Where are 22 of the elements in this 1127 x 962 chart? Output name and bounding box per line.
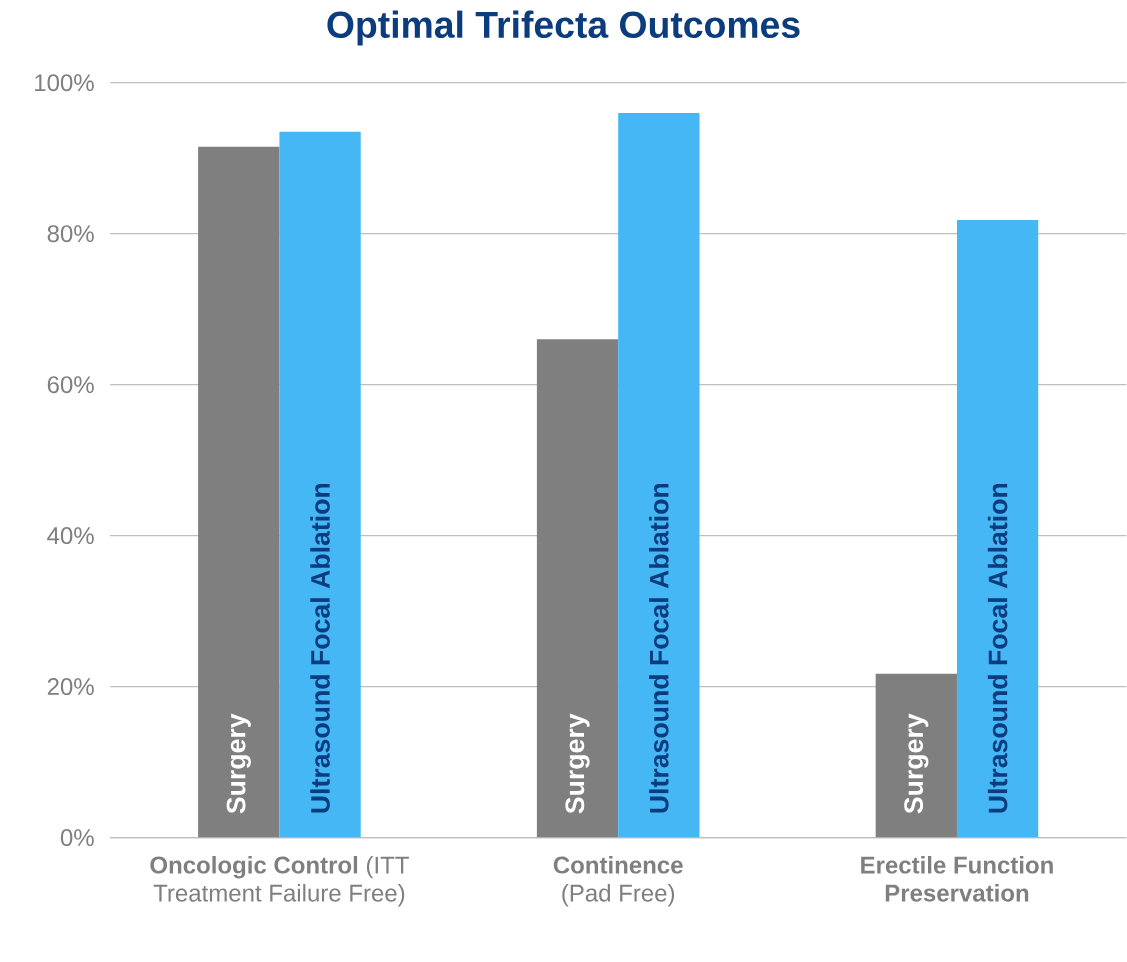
y-tick-label: 0% [60,829,94,847]
text: Ultrasound Focal Ablation [987,484,1008,813]
y-tick-label: 100% [35,74,94,92]
y-tick-label: 80% [47,225,94,243]
chart-title: Optimal Trifecta Outcomes [327,10,800,46]
text: Surgery [565,713,590,814]
text: Ultrasound Focal Ablation [649,484,669,813]
y-tick-label: 20% [47,678,94,696]
y-tick-label: 40% [47,527,94,545]
bar [279,131,361,838]
bar [198,147,280,838]
bar [875,673,957,838]
bar [618,113,700,838]
series-label: Ultrasound Focal Ablation [310,484,330,813]
x-tick-label: Erectile Function Preservation [861,856,1053,902]
y-tick-label: 60% [47,376,94,394]
series-label: Surgery [226,713,251,814]
bar [956,220,1039,838]
x-tick-label: Continence (Pad Free) [553,856,683,907]
text: Surgery [904,713,929,814]
bar [536,339,619,838]
x-tick-label: Oncologic Control (ITT Treatment Failure Free) [150,856,409,907]
